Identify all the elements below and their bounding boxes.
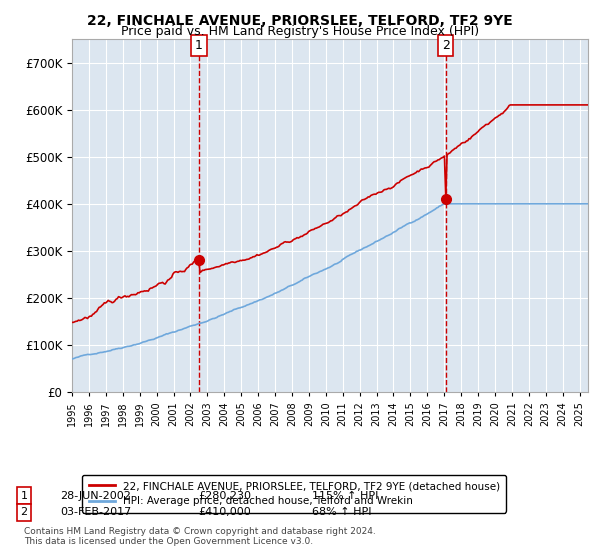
Text: 28-JUN-2002: 28-JUN-2002 xyxy=(60,491,131,501)
Text: Price paid vs. HM Land Registry's House Price Index (HPI): Price paid vs. HM Land Registry's House … xyxy=(121,25,479,38)
Text: 115% ↑ HPI: 115% ↑ HPI xyxy=(312,491,379,501)
Text: 68% ↑ HPI: 68% ↑ HPI xyxy=(312,507,371,517)
Text: 1: 1 xyxy=(20,491,28,501)
Text: 1: 1 xyxy=(195,39,203,52)
Text: £280,230: £280,230 xyxy=(198,491,251,501)
Text: 2: 2 xyxy=(20,507,28,517)
Text: 2: 2 xyxy=(442,39,449,52)
Legend: 22, FINCHALE AVENUE, PRIORSLEE, TELFORD, TF2 9YE (detached house), HPI: Average : 22, FINCHALE AVENUE, PRIORSLEE, TELFORD,… xyxy=(82,475,506,512)
Text: 03-FEB-2017: 03-FEB-2017 xyxy=(60,507,131,517)
Text: 22, FINCHALE AVENUE, PRIORSLEE, TELFORD, TF2 9YE: 22, FINCHALE AVENUE, PRIORSLEE, TELFORD,… xyxy=(87,14,513,28)
Text: Contains HM Land Registry data © Crown copyright and database right 2024.
This d: Contains HM Land Registry data © Crown c… xyxy=(24,526,376,546)
Text: £410,000: £410,000 xyxy=(198,507,251,517)
